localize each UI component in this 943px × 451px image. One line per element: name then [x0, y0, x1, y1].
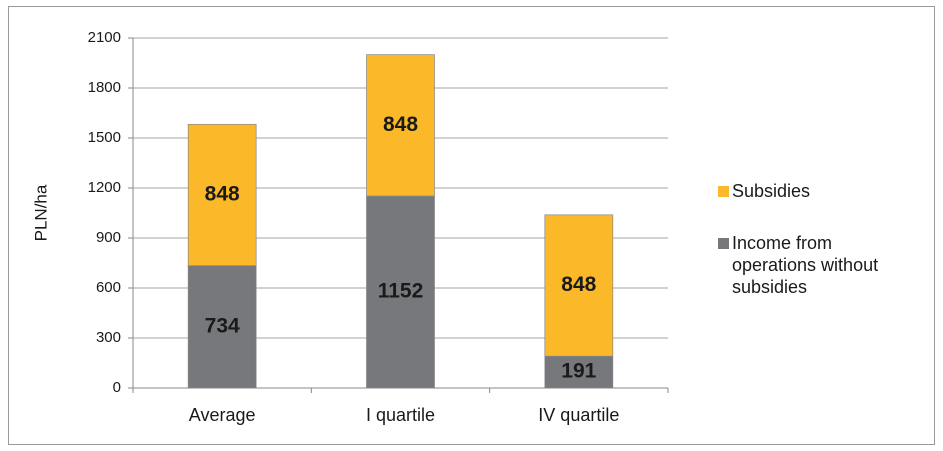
bar-segment [366, 54, 435, 197]
data-label: 848 [561, 273, 596, 296]
legend-label: Income from operations without subsidies [732, 233, 879, 297]
x-tick-label: IV quartile [538, 405, 619, 425]
data-label: 848 [383, 113, 418, 136]
y-axis-label: PLN/ha [31, 184, 50, 241]
legend-swatch [718, 238, 729, 249]
data-label: 191 [561, 360, 596, 383]
data-label: 848 [205, 183, 240, 206]
y-tick-label: 1800 [88, 79, 121, 96]
y-tick-label: 1500 [88, 129, 121, 146]
bar-segment [544, 355, 614, 389]
y-tick-label: 1200 [88, 179, 121, 196]
bar-segment [366, 195, 435, 389]
y-tick-label: 2100 [88, 29, 121, 46]
bar-segment [187, 123, 257, 267]
legend: Subsidies Income from operations without … [718, 180, 918, 328]
data-label: 734 [205, 314, 240, 337]
x-tick-label: I quartile [366, 405, 435, 425]
y-tick-label: 300 [96, 329, 121, 346]
y-tick-label: 600 [96, 279, 121, 296]
legend-swatch [718, 186, 729, 197]
bar-segment [544, 214, 614, 357]
legend-entry: Income from operations without subsidies [718, 232, 918, 298]
y-tick-label: 900 [96, 229, 121, 246]
legend-entry: Subsidies [718, 180, 918, 202]
bar-segment [187, 265, 257, 389]
x-tick-label: Average [189, 405, 256, 425]
legend-label: Subsidies [732, 181, 811, 201]
chart-frame [8, 6, 935, 445]
y-tick-label: 0 [113, 379, 121, 396]
data-label: 1152 [378, 280, 424, 303]
